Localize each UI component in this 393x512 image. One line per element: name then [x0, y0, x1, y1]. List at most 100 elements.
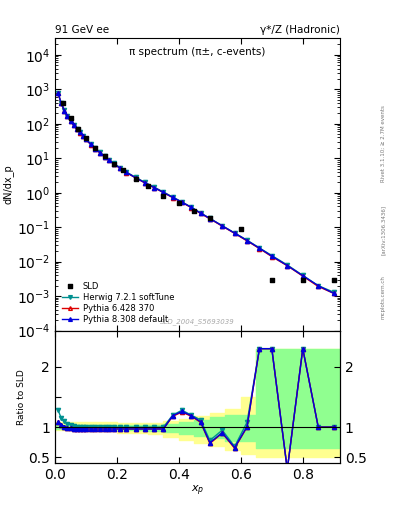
- Text: [arXiv:1306.3436]: [arXiv:1306.3436]: [381, 205, 386, 255]
- Herwig 7.2.1 softTune: [77, 129, 82, 135]
- Pythia 6.428 370: [93, 146, 97, 152]
- Herwig 7.2.1 softTune: [220, 223, 225, 229]
- Herwig 7.2.1 softTune: [56, 90, 61, 96]
- Herwig 7.2.1 softTune: [93, 145, 97, 152]
- SLD: [331, 275, 337, 284]
- Herwig 7.2.1 softTune: [285, 262, 290, 268]
- Pythia 8.308 default: [220, 223, 225, 229]
- Herwig 7.2.1 softTune: [102, 153, 107, 159]
- Pythia 8.308 default: [208, 216, 212, 222]
- Pythia 6.428 370: [124, 169, 129, 176]
- Pythia 8.308 default: [118, 165, 122, 171]
- Text: SLD_2004_S5693039: SLD_2004_S5693039: [160, 318, 235, 325]
- Herwig 7.2.1 softTune: [180, 199, 184, 205]
- Herwig 7.2.1 softTune: [84, 136, 88, 142]
- Pythia 6.428 370: [84, 136, 88, 142]
- Pythia 6.428 370: [161, 189, 166, 196]
- Pythia 6.428 370: [170, 195, 175, 201]
- Pythia 8.308 default: [84, 136, 88, 142]
- Herwig 7.2.1 softTune: [68, 117, 73, 123]
- Pythia 6.428 370: [285, 263, 290, 269]
- Herwig 7.2.1 softTune: [118, 165, 122, 171]
- Text: Rivet 3.1.10; ≥ 2.7M events: Rivet 3.1.10; ≥ 2.7M events: [381, 105, 386, 182]
- Herwig 7.2.1 softTune: [331, 289, 336, 295]
- SLD: [120, 166, 126, 174]
- Pythia 6.428 370: [208, 216, 212, 222]
- Herwig 7.2.1 softTune: [65, 113, 70, 119]
- Herwig 7.2.1 softTune: [232, 230, 237, 236]
- Pythia 8.308 default: [152, 184, 156, 190]
- SLD: [238, 225, 244, 233]
- Pythia 6.428 370: [143, 180, 147, 186]
- Pythia 8.308 default: [74, 126, 79, 132]
- Pythia 6.428 370: [107, 157, 112, 163]
- Pythia 8.308 default: [71, 122, 76, 128]
- Pythia 8.308 default: [112, 161, 116, 167]
- Pythia 6.428 370: [112, 161, 116, 167]
- Pythia 8.308 default: [59, 100, 64, 106]
- Herwig 7.2.1 softTune: [62, 108, 67, 114]
- Pythia 6.428 370: [198, 210, 203, 217]
- Pythia 8.308 default: [198, 210, 203, 216]
- X-axis label: $x_p$: $x_p$: [191, 484, 204, 498]
- Pythia 6.428 370: [257, 245, 262, 251]
- Pythia 8.308 default: [143, 180, 147, 186]
- Pythia 8.308 default: [245, 238, 250, 244]
- Pythia 6.428 370: [68, 118, 73, 124]
- Herwig 7.2.1 softTune: [208, 216, 212, 222]
- Line: Herwig 7.2.1 softTune: Herwig 7.2.1 softTune: [56, 91, 336, 294]
- Pythia 6.428 370: [74, 126, 79, 132]
- Pythia 8.308 default: [62, 108, 67, 114]
- Herwig 7.2.1 softTune: [143, 179, 147, 185]
- Pythia 8.308 default: [56, 90, 61, 96]
- Pythia 8.308 default: [300, 273, 305, 279]
- Pythia 6.428 370: [220, 223, 225, 229]
- SLD: [207, 214, 213, 222]
- SLD: [299, 275, 306, 284]
- Pythia 8.308 default: [161, 189, 166, 196]
- Line: Pythia 8.308 default: Pythia 8.308 default: [56, 91, 336, 295]
- Herwig 7.2.1 softTune: [257, 245, 262, 251]
- Herwig 7.2.1 softTune: [124, 169, 129, 175]
- Herwig 7.2.1 softTune: [107, 157, 112, 163]
- Pythia 6.428 370: [331, 290, 336, 296]
- Y-axis label: Ratio to SLD: Ratio to SLD: [17, 369, 26, 425]
- Pythia 8.308 default: [77, 130, 82, 136]
- Pythia 6.428 370: [56, 90, 61, 96]
- Pythia 8.308 default: [270, 253, 274, 259]
- Pythia 6.428 370: [65, 113, 70, 119]
- Pythia 8.308 default: [88, 141, 93, 147]
- Herwig 7.2.1 softTune: [97, 150, 102, 156]
- Pythia 6.428 370: [81, 133, 85, 139]
- Pythia 8.308 default: [189, 204, 194, 210]
- Pythia 6.428 370: [152, 185, 156, 191]
- Pythia 8.308 default: [170, 195, 175, 201]
- Pythia 8.308 default: [316, 283, 321, 289]
- Pythia 8.308 default: [97, 150, 102, 156]
- Herwig 7.2.1 softTune: [316, 283, 321, 289]
- Pythia 8.308 default: [180, 199, 184, 205]
- Pythia 8.308 default: [107, 157, 112, 163]
- Herwig 7.2.1 softTune: [189, 204, 194, 210]
- Pythia 8.308 default: [102, 154, 107, 160]
- Pythia 8.308 default: [257, 245, 262, 251]
- Pythia 6.428 370: [245, 238, 250, 244]
- Pythia 6.428 370: [232, 230, 237, 237]
- Pythia 8.308 default: [93, 145, 97, 152]
- Pythia 6.428 370: [59, 100, 64, 106]
- SLD: [132, 175, 139, 183]
- SLD: [60, 99, 66, 108]
- SLD: [67, 114, 73, 122]
- Herwig 7.2.1 softTune: [152, 184, 156, 190]
- Pythia 6.428 370: [88, 141, 93, 147]
- Herwig 7.2.1 softTune: [170, 194, 175, 200]
- Herwig 7.2.1 softTune: [81, 133, 85, 139]
- SLD: [160, 191, 167, 200]
- Herwig 7.2.1 softTune: [161, 189, 166, 195]
- Herwig 7.2.1 softTune: [59, 100, 64, 106]
- Legend: SLD, Herwig 7.2.1 softTune, Pythia 6.428 370, Pythia 8.308 default: SLD, Herwig 7.2.1 softTune, Pythia 6.428…: [59, 279, 176, 326]
- Herwig 7.2.1 softTune: [71, 122, 76, 128]
- Pythia 6.428 370: [316, 284, 321, 290]
- Pythia 8.308 default: [331, 290, 336, 296]
- SLD: [83, 134, 89, 142]
